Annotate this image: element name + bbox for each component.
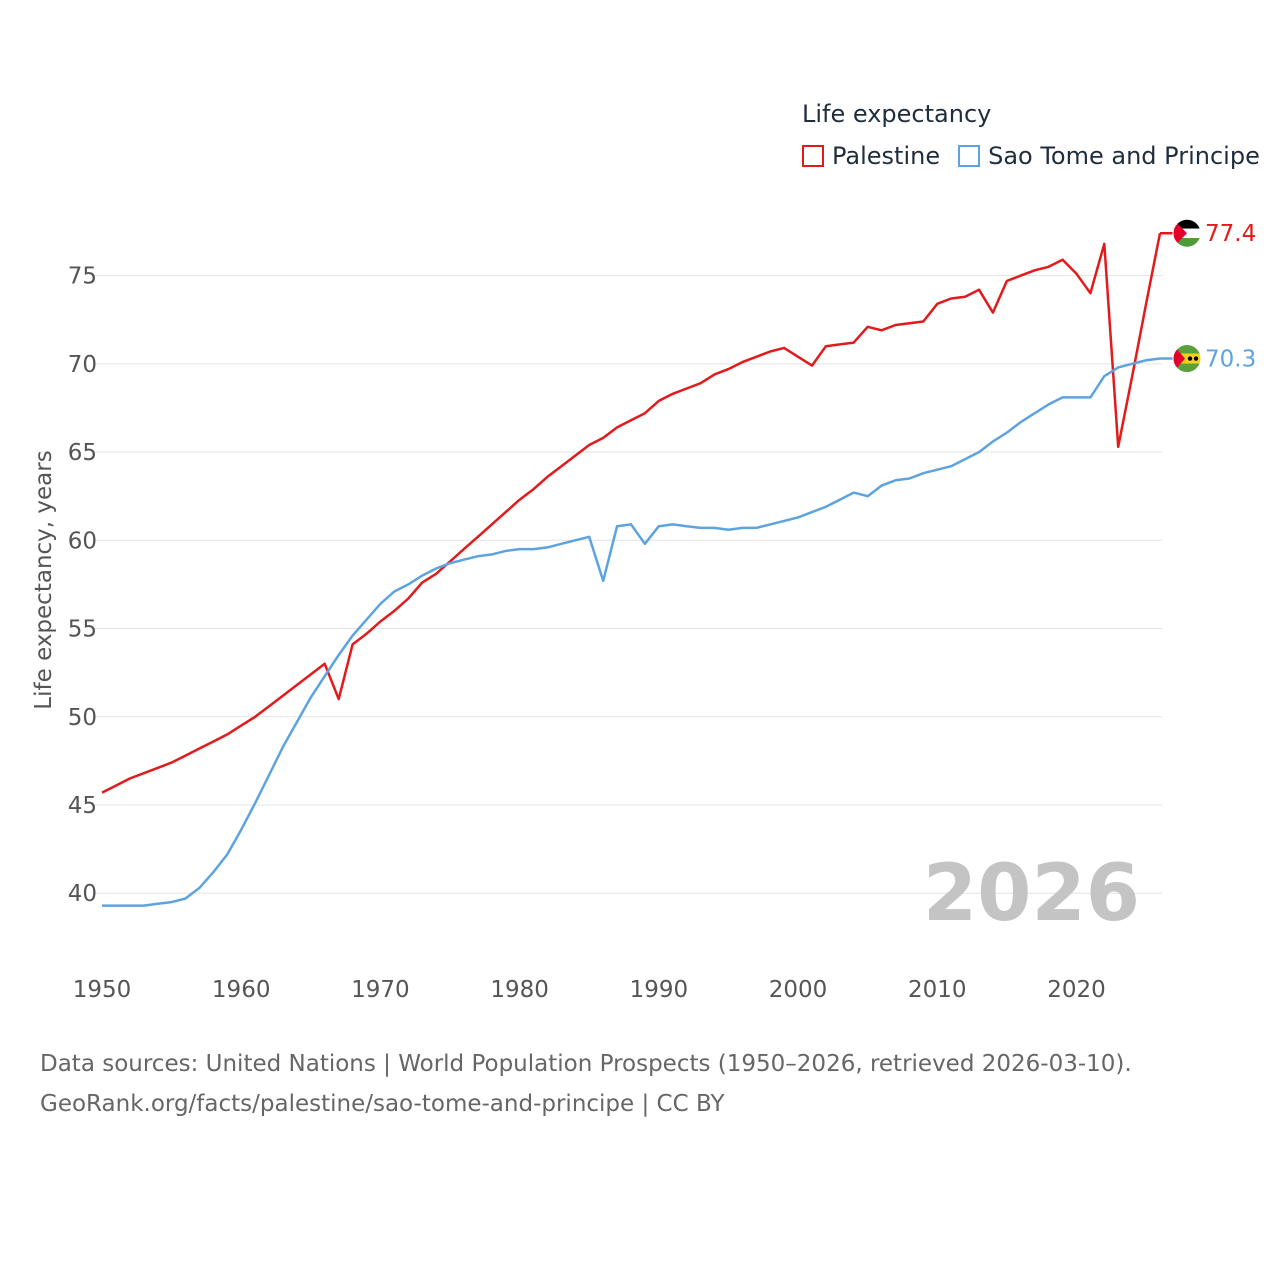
y-tick-label-75: 75	[68, 264, 97, 290]
source-line-2[interactable]: GeoRank.org/facts/palestine/sao-tome-and…	[40, 1091, 725, 1117]
legend-item-sao-tome[interactable]: Sao Tome and Principe	[958, 142, 1260, 170]
y-tick-label-45: 45	[68, 793, 97, 819]
sao-tome-flag-icon	[1172, 344, 1202, 374]
y-tick-label-65: 65	[68, 440, 97, 466]
series-lines	[101, 232, 1162, 907]
y-tick-label-40: 40	[68, 881, 97, 907]
x-tick-label-2000: 2000	[769, 977, 828, 1003]
legend-item-palestine[interactable]: Palestine	[802, 142, 940, 170]
y-tick-label-50: 50	[68, 705, 97, 731]
end-value-label-palestine: 77.4	[1205, 221, 1256, 247]
source-note: Data sources: United Nations | World Pop…	[40, 1044, 1132, 1124]
y-tick-label-55: 55	[68, 617, 97, 643]
series-line-palestine[interactable]	[101, 232, 1162, 794]
x-tick-label-1950: 1950	[73, 977, 132, 1003]
palestine-flag-icon	[1172, 218, 1202, 248]
y-tick-label-60: 60	[68, 528, 97, 554]
y-axis-label: Life expectancy, years	[31, 450, 57, 709]
legend-title: Life expectancy	[802, 100, 992, 128]
x-tick-label-1960: 1960	[212, 977, 271, 1003]
legend-label-sao-tome: Sao Tome and Principe	[988, 142, 1260, 170]
end-markers: 77.4 70.3	[1160, 218, 1256, 374]
y-axis-ticks: 40 45 50 55 60 65 70 75	[68, 264, 97, 908]
year-label: 2026	[923, 849, 1140, 939]
line-chart: 40 45 50 55 60 65 70 75 1950 1960 1970 1980 1990 200…	[31, 218, 1256, 1003]
x-tick-label-2020: 2020	[1047, 977, 1106, 1003]
y-tick-label-70: 70	[68, 352, 97, 378]
x-tick-label-1970: 1970	[351, 977, 410, 1003]
legend-label-palestine: Palestine	[832, 142, 941, 170]
grid-lines	[95, 275, 1162, 894]
x-tick-label-1980: 1980	[490, 977, 549, 1003]
source-line-1: Data sources: United Nations | World Pop…	[40, 1051, 1132, 1077]
end-value-label-sao-tome: 70.3	[1205, 347, 1256, 373]
legend-swatch-palestine	[802, 145, 824, 167]
series-line-sao-tome[interactable]	[102, 357, 1161, 907]
x-tick-label-2010: 2010	[908, 977, 967, 1003]
legend: Palestine Sao Tome and Principe	[802, 142, 1278, 170]
x-axis-ticks: 1950 1960 1970 1980 1990 2000 2010 2020	[73, 977, 1106, 1003]
x-tick-label-1990: 1990	[630, 977, 689, 1003]
legend-swatch-sao-tome	[958, 145, 981, 167]
